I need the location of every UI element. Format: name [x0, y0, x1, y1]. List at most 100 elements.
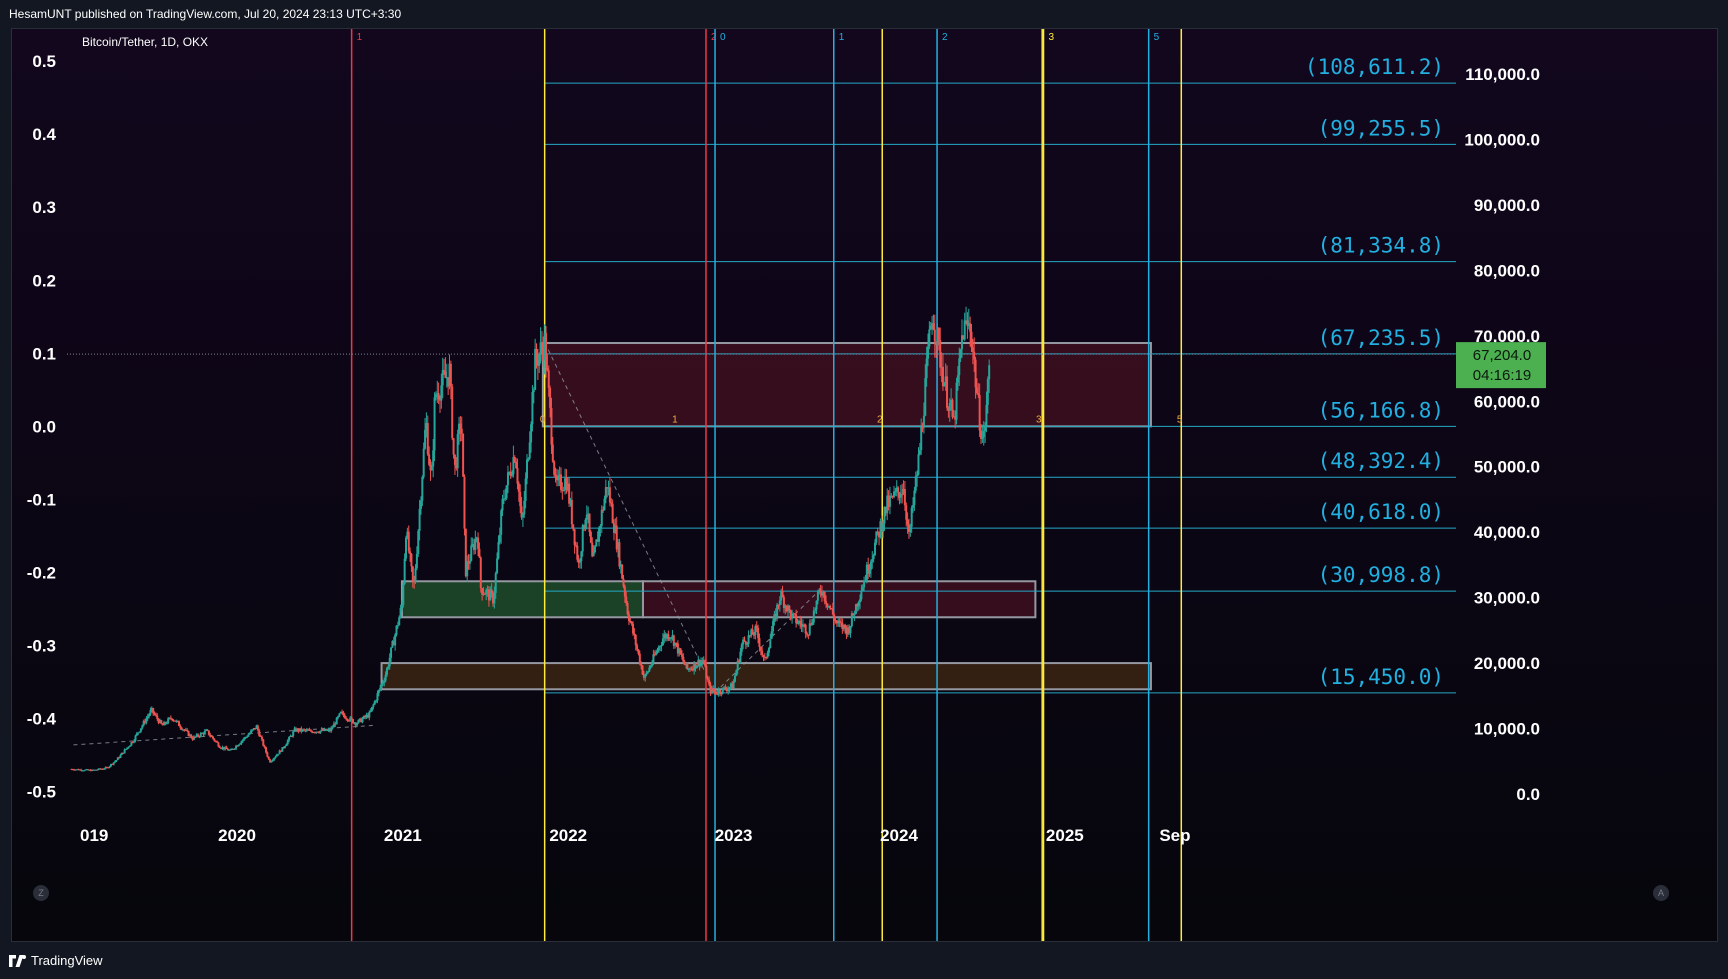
zoom-button[interactable]: Z [33, 885, 49, 901]
publish-info: HesamUNT published on TradingView.com, J… [9, 7, 402, 21]
candle-body [694, 662, 697, 669]
candle-body [271, 759, 274, 762]
candle-body [761, 650, 764, 656]
candle-body [952, 416, 955, 418]
candle-body [543, 332, 546, 361]
x-axis-tick: Sep [1159, 826, 1190, 845]
candle-body [248, 733, 251, 735]
candle-body [655, 651, 658, 656]
candle-body [530, 424, 533, 443]
candle-body [948, 402, 951, 412]
candle-body [379, 687, 382, 690]
candle-body [865, 564, 868, 581]
candle-body [76, 769, 79, 771]
candle-body [468, 560, 471, 564]
candle-body [629, 621, 632, 623]
candle-body [717, 690, 720, 695]
candle-body [492, 592, 495, 604]
candle-body [935, 341, 938, 346]
x-axis-tick: 2023 [715, 826, 753, 845]
candle-body [638, 653, 641, 664]
candle-body [504, 498, 507, 500]
candle-body [515, 461, 518, 469]
candle-body [338, 713, 341, 717]
time-cycle-label: 0 [720, 32, 726, 43]
candle-body [978, 395, 981, 431]
candle-body [772, 620, 775, 632]
time-cycle-label: 2 [942, 32, 948, 43]
candle-body [683, 661, 686, 666]
candle-body [759, 647, 762, 651]
candle-body [157, 719, 160, 723]
candle-body [256, 725, 259, 731]
candle-body [883, 506, 886, 524]
candle-body [365, 714, 368, 718]
candle-body [797, 620, 800, 624]
candle-body [414, 568, 417, 583]
candle-body [277, 754, 280, 756]
candle-body [307, 729, 310, 731]
candle-body [149, 710, 152, 715]
candle-body [532, 389, 535, 392]
candle-body [471, 544, 474, 546]
candle-body [682, 656, 685, 662]
candle-body [704, 663, 707, 666]
candle-body [360, 718, 363, 723]
candle-body [511, 474, 514, 476]
candle-body [96, 769, 99, 771]
candle-body [517, 483, 520, 492]
candle-body [520, 506, 523, 518]
y-axis-left-tick: 0.5 [32, 52, 56, 71]
candle-body [421, 476, 424, 501]
candle-body [971, 347, 974, 352]
candle-body [569, 499, 572, 504]
candle-body [135, 733, 138, 736]
auto-scale-button[interactable]: A [1653, 885, 1669, 901]
y-axis-left-tick: -0.4 [27, 710, 57, 729]
candle-body [85, 769, 88, 771]
candle-body [229, 749, 232, 751]
candle-body [551, 444, 554, 462]
price-chart[interactable]: (108,611.2) (99,255.5) (81,334.8) (67,235.5… [12, 29, 1717, 941]
candle-body [165, 723, 168, 725]
candle-body [973, 351, 976, 360]
symbol-title: Bitcoin/Tether, 1D, OKX [82, 35, 209, 49]
candle-body [762, 655, 765, 657]
candle-body [780, 591, 783, 601]
candle-body [396, 625, 399, 627]
candle-body [178, 721, 181, 727]
candle-body [278, 750, 281, 755]
candle-body [130, 742, 133, 746]
candle-body [806, 633, 809, 635]
candle-body [829, 605, 832, 609]
candle-body [732, 681, 735, 689]
candle-body [644, 674, 647, 678]
candle-body [110, 763, 113, 767]
tradingview-logo-text[interactable]: TradingView [31, 953, 103, 968]
candle-body [879, 521, 882, 538]
candle-body [924, 378, 927, 416]
candle-body [940, 366, 943, 368]
candle-body [335, 717, 338, 725]
candle-body [595, 539, 598, 547]
candle-body [872, 555, 875, 560]
candle-body [633, 633, 636, 635]
candle-body [596, 539, 599, 542]
candle-body [572, 524, 575, 530]
candle-body [187, 730, 190, 736]
candle-body [947, 407, 950, 412]
candle-body [716, 693, 719, 695]
candle-body [124, 748, 127, 750]
candle-body [129, 745, 132, 747]
candle-body [343, 715, 346, 719]
tradingview-logo-icon[interactable] [9, 955, 27, 967]
candle-body [912, 504, 915, 508]
chart-area[interactable]: (108,611.2) (99,255.5) (81,334.8) (67,235.5… [11, 28, 1718, 942]
candle-body [502, 498, 505, 500]
candle-body [324, 728, 327, 731]
candle-body [579, 561, 582, 563]
candle-body [449, 363, 452, 387]
time-cycle-label: 1 [839, 32, 845, 43]
candle-body [462, 433, 465, 477]
candle-body [960, 335, 963, 350]
